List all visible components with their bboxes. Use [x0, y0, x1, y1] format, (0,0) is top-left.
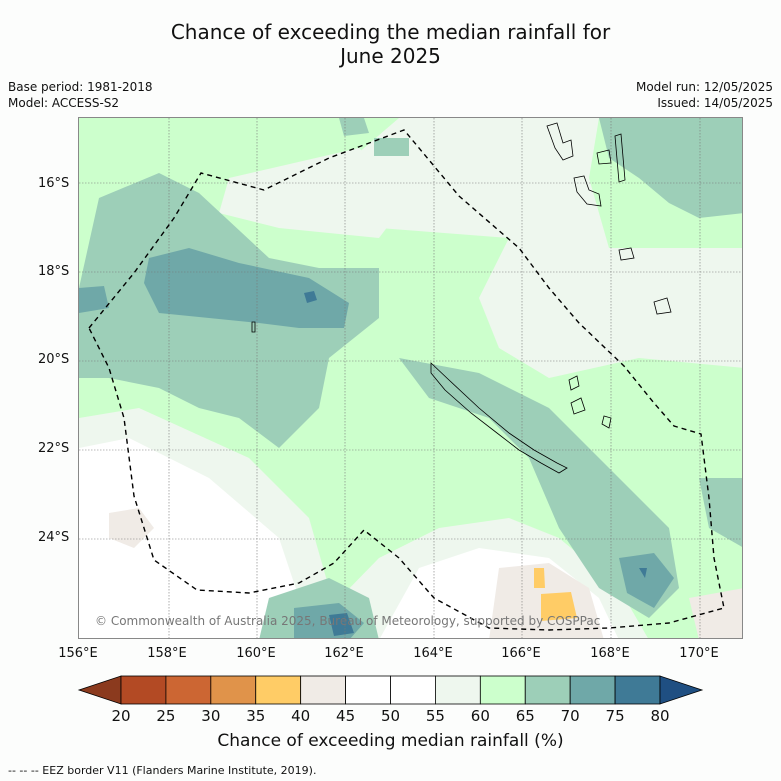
- lon-label-170e: 170°E: [679, 646, 719, 661]
- vanuatu-island-5: [618, 247, 635, 261]
- lon-label-156e: 156°E: [58, 646, 98, 661]
- zone-70-75-far-west: [79, 286, 109, 313]
- loyalty-island-2: [570, 397, 586, 415]
- vanuatu-island-2: [596, 149, 612, 165]
- map-area: [78, 117, 743, 639]
- reef-island: [251, 321, 256, 333]
- zone-75-80-b: [639, 568, 647, 578]
- model-run: Model run: 12/05/2025: [635, 80, 773, 94]
- zone-65-70-east: [699, 478, 742, 547]
- zone-55-60-northwest: [219, 148, 409, 238]
- zone-55-60-north: [329, 118, 742, 378]
- new-caledonia-coast: [430, 362, 568, 474]
- colorbar-tick-label: 20: [111, 707, 131, 725]
- colorbar-swatch: [435, 675, 481, 705]
- zone-75-80-c: [329, 613, 354, 636]
- copyright-notice: © Commonwealth of Australia 2025, Bureau…: [95, 614, 601, 628]
- colorbar-tick-label: 75: [605, 707, 625, 725]
- loyalty-island-1: [568, 375, 580, 391]
- colorbar-swatch: [390, 675, 436, 705]
- lat-label-16s: 16°S: [38, 176, 70, 191]
- vanuatu-island-1: [546, 122, 574, 161]
- colorbar-swatch: [300, 675, 346, 705]
- colorbar-tick-label: 35: [246, 707, 266, 725]
- lon-label-164e: 164°E: [413, 646, 453, 661]
- colorbar-tick-label: 70: [560, 707, 580, 725]
- colorbar-tick-label: 80: [650, 707, 670, 725]
- zone-35-40-b: [541, 592, 577, 621]
- vanuatu-island-6: [653, 297, 672, 315]
- zone-75-80-a: [304, 291, 317, 303]
- zone-70-75-southeast: [619, 553, 674, 608]
- zone-40-45-east: [689, 588, 742, 638]
- lat-label-24s: 24°S: [38, 530, 70, 545]
- lon-label-158e: 158°E: [147, 646, 187, 661]
- vanuatu-island-4: [573, 175, 602, 207]
- lat-label-22s: 22°S: [38, 441, 70, 456]
- lon-label-160e: 160°E: [236, 646, 276, 661]
- model-name: Model: ACCESS-S2: [8, 96, 120, 110]
- zone-45-55-southwest: [79, 438, 299, 638]
- title-line-1: Chance of exceeding the median rainfall …: [170, 20, 611, 44]
- zone-65-70-vanuatu: [599, 118, 742, 218]
- colorbar-tick-label: 60: [470, 707, 490, 725]
- issued-date: Issued: 14/05/2025: [657, 96, 773, 110]
- colorbar-swatch: [255, 675, 302, 705]
- colorbar-high-extend: [659, 675, 704, 705]
- colorbar: [77, 675, 704, 705]
- vanuatu-island-3: [614, 133, 626, 183]
- eez-footnote: -- -- -- EEZ border V11 (Flanders Marine…: [8, 764, 317, 777]
- map-title: Chance of exceeding the median rainfall …: [0, 20, 781, 68]
- zone-65-70-new-caledonia: [399, 358, 679, 618]
- colorbar-swatch: [569, 675, 616, 705]
- colorbar-low-extend: [77, 675, 122, 705]
- meta-right: Model run: 12/05/2025 Issued: 14/05/2025: [636, 79, 773, 111]
- lon-label-166e: 166°E: [501, 646, 541, 661]
- zone-65-70-north-small: [339, 118, 369, 136]
- zone-65-70-north-small-b: [374, 138, 409, 156]
- colorbar-title: Chance of exceeding median rainfall (%): [217, 731, 564, 751]
- lon-label-162e: 162°E: [324, 646, 364, 661]
- lat-label-18s: 18°S: [38, 264, 70, 279]
- colorbar-swatch: [614, 675, 661, 705]
- zone-70-75-west: [144, 248, 349, 328]
- colorbar-swatch: [210, 675, 257, 705]
- gridlines: [79, 118, 742, 638]
- zone-35-40-a: [534, 568, 545, 588]
- eez-border: [88, 129, 725, 631]
- colorbar-tick-label: 45: [336, 707, 356, 725]
- base-period: Base period: 1981-2018: [8, 80, 153, 94]
- loyalty-island-3: [601, 415, 612, 429]
- colorbar-swatch: [165, 675, 212, 705]
- colorbar-swatch: [479, 675, 526, 705]
- colorbar-tick-label: 65: [515, 707, 535, 725]
- colorbar-tick-label: 30: [201, 707, 221, 725]
- meta-left: Base period: 1981-2018 Model: ACCESS-S2: [8, 79, 153, 111]
- colorbar-swatch: [345, 675, 391, 705]
- colorbar-swatch: [120, 675, 167, 705]
- colorbar-swatch: [524, 675, 571, 705]
- colorbar-tick-label: 50: [380, 707, 401, 725]
- colorbar-tick-label: 55: [425, 707, 445, 725]
- rainfall-map: [79, 118, 742, 638]
- lat-label-20s: 20°S: [38, 352, 70, 367]
- title-line-2: June 2025: [340, 44, 441, 68]
- colorbar-tick-label: 25: [156, 707, 176, 725]
- lon-label-168e: 168°E: [590, 646, 630, 661]
- colorbar-tick-label: 40: [291, 707, 311, 725]
- zone-40-45-west: [109, 508, 154, 548]
